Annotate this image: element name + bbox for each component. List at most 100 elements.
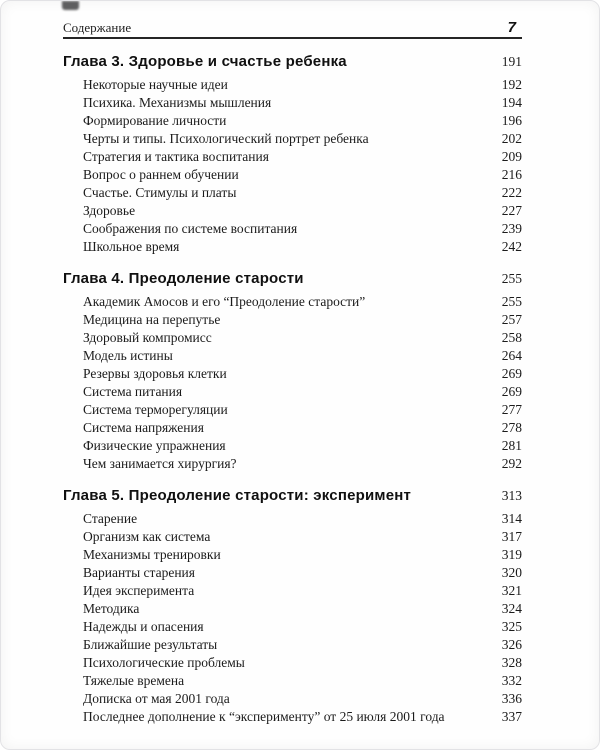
chapter-page-number: 313 — [501, 488, 522, 503]
entry-title: Система питания — [83, 384, 183, 399]
entry-title: Тяжелые времена — [83, 673, 185, 688]
entry-title: Физические упражнения — [83, 438, 226, 453]
entry-title: Модель истины — [83, 348, 173, 363]
entry-page-number: 278 — [501, 420, 522, 435]
toc-entry-row: Резервы здоровья клетки 269 — [63, 365, 522, 383]
entry-title: Варианты старения — [83, 565, 195, 580]
entry-page-number: 269 — [501, 384, 522, 399]
entry-page-number: 192 — [501, 77, 522, 92]
entry-page-number: 222 — [501, 185, 522, 200]
chapter-page-number: 191 — [501, 54, 522, 69]
chapter-heading-row: Глава 4. Преодоление старости 255 — [63, 269, 522, 288]
entry-page-number: 209 — [501, 149, 522, 164]
entry-title: Старение — [83, 511, 138, 526]
toc-entry-row: Старение 314 — [63, 510, 522, 528]
toc-entry-row: Механизмы тренировки 319 — [63, 546, 522, 564]
entry-title: Некоторые научные идеи — [83, 77, 228, 92]
entry-page-number: 239 — [501, 221, 522, 236]
entry-page-number: 264 — [501, 348, 522, 363]
toc-entry-row: Формирование личности 196 — [63, 112, 522, 130]
entry-title: Организм как система — [83, 529, 211, 544]
table-of-contents: Глава 3. Здоровье и счастье ребенка 191 Не… — [63, 52, 522, 726]
toc-entry-row: Черты и типы. Психологический портрет ре… — [63, 130, 522, 148]
toc-entry-row: Система напряжения 278 — [63, 419, 522, 437]
chapter-title: Глава 4. Преодоление старости — [63, 270, 304, 287]
entry-page-number: 202 — [501, 131, 522, 146]
toc-entry-row: Модель истины 264 — [63, 347, 522, 365]
entry-page-number: 332 — [501, 673, 522, 688]
entry-page-number: 281 — [501, 438, 522, 453]
entry-page-number: 216 — [501, 167, 522, 182]
entry-title: Механизмы тренировки — [83, 547, 221, 562]
entry-page-number: 257 — [501, 312, 522, 327]
entry-page-number: 258 — [501, 330, 522, 345]
entry-title: Методика — [83, 601, 140, 616]
toc-entry-row: Чем занимается хирургия? 292 — [63, 455, 522, 473]
entry-page-number: 194 — [501, 95, 522, 110]
toc-entry-row: Методика 324 — [63, 600, 522, 618]
toc-entry-row: Надежды и опасения 325 — [63, 618, 522, 636]
toc-entry-row: Идея эксперимента 321 — [63, 582, 522, 600]
entry-page-number: 319 — [501, 547, 522, 562]
entry-title: Система терморегуляции — [83, 402, 228, 417]
toc-entry-row: Счастье. Стимулы и платы 222 — [63, 184, 522, 202]
entry-title: Формирование личности — [83, 113, 227, 128]
toc-entry-row: Соображения по системе воспитания 239 — [63, 220, 522, 238]
toc-entry-row: Здоровый компромисс 258 — [63, 329, 522, 347]
entry-page-number: 314 — [501, 511, 522, 526]
toc-entry-row: Физические упражнения 281 — [63, 437, 522, 455]
entry-title: Вопрос о раннем обучении — [83, 167, 239, 182]
entry-title: Академик Амосов и его “Преодоление старо… — [83, 294, 366, 309]
toc-entry-row: Медицина на перепутье 257 — [63, 311, 522, 329]
entry-page-number: 269 — [501, 366, 522, 381]
entry-title: Стратегия и тактика воспитания — [83, 149, 269, 164]
entry-page-number: 242 — [501, 239, 522, 254]
entry-page-number: 325 — [501, 619, 522, 634]
toc-entry-row: Ближайшие результаты 326 — [63, 636, 522, 654]
toc-entry-row: Академик Амосов и его “Преодоление старо… — [63, 293, 522, 311]
entry-title: Последнее дополнение к “эксперименту” от… — [83, 709, 445, 724]
entry-title: Чем занимается хирургия? — [83, 456, 237, 471]
toc-entry-row: Система питания 269 — [63, 383, 522, 401]
chapter-heading-row: Глава 3. Здоровье и счастье ребенка 191 — [63, 52, 522, 71]
entry-title: Надежды и опасения — [83, 619, 204, 634]
chapter-title: Глава 3. Здоровье и счастье ребенка — [63, 53, 347, 70]
entry-title: Психика. Механизмы мышления — [83, 95, 272, 110]
toc-entry-row: Тяжелые времена 332 — [63, 672, 522, 690]
entry-page-number: 292 — [501, 456, 522, 471]
toc-entry-row: Варианты старения 320 — [63, 564, 522, 582]
entry-page-number: 321 — [501, 583, 522, 598]
entry-page-number: 196 — [501, 113, 522, 128]
page-header: Содержание 7 — [63, 1, 522, 39]
entry-page-number: 324 — [501, 601, 522, 616]
entry-page-number: 227 — [501, 203, 522, 218]
entry-page-number: 336 — [501, 691, 522, 706]
entry-title: Здоровый компромисс — [83, 330, 212, 345]
toc-entry-row: Психологические проблемы 328 — [63, 654, 522, 672]
entry-title: Медицина на перепутье — [83, 312, 221, 327]
entry-page-number: 337 — [501, 709, 522, 724]
entry-page-number: 328 — [501, 655, 522, 670]
chapter-heading-row: Глава 5. Преодоление старости: экспериме… — [63, 486, 522, 505]
entry-title: Школьное время — [83, 239, 180, 254]
toc-entry-row: Система терморегуляции 277 — [63, 401, 522, 419]
toc-entry-row: Здоровье 227 — [63, 202, 522, 220]
toc-entry-row: Школьное время 242 — [63, 238, 522, 256]
entry-title: Соображения по системе воспитания — [83, 221, 298, 236]
entry-title: Резервы здоровья клетки — [83, 366, 227, 381]
entry-page-number: 277 — [501, 402, 522, 417]
toc-entry-row: Некоторые научные идеи 192 — [63, 76, 522, 94]
entry-page-number: 320 — [501, 565, 522, 580]
chapter-title: Глава 5. Преодоление старости: экспериме… — [63, 487, 412, 504]
toc-entry-row: Стратегия и тактика воспитания 209 — [63, 148, 522, 166]
entry-title: Система напряжения — [83, 420, 204, 435]
entry-title: Черты и типы. Психологический портрет ре… — [83, 131, 369, 146]
toc-entry-row: Последнее дополнение к “эксперименту” от… — [63, 708, 522, 726]
toc-entry-row: Вопрос о раннем обучении 216 — [63, 166, 522, 184]
toc-entry-row: Психика. Механизмы мышления 194 — [63, 94, 522, 112]
toc-entry-row: Дописка от мая 2001 года 336 — [63, 690, 522, 708]
scan-smudge-artifact — [62, 1, 79, 10]
toc-entry-row: Организм как система 317 — [63, 528, 522, 546]
entry-title: Дописка от мая 2001 года — [83, 691, 230, 706]
